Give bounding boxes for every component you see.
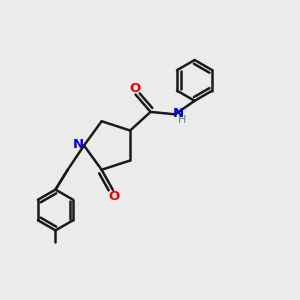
Text: N: N xyxy=(172,106,183,120)
Text: H: H xyxy=(178,115,186,125)
Text: N: N xyxy=(72,138,84,151)
Text: O: O xyxy=(108,190,119,203)
Text: O: O xyxy=(129,82,140,95)
